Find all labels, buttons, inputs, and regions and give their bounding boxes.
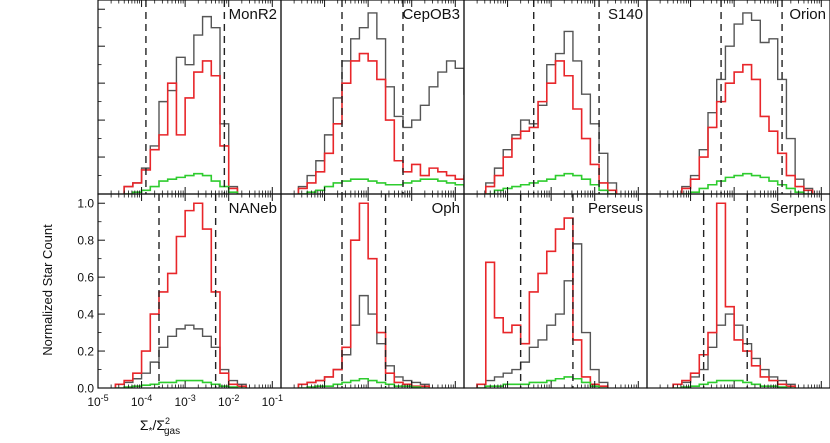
x-tick-label: 10-4 (131, 393, 152, 409)
x-tick-base: 10 (131, 395, 145, 409)
green-histogram-monr2 (124, 172, 239, 194)
x-tick-label: 10-2 (218, 393, 239, 409)
panel-perseus: Perseus (463, 193, 648, 389)
panel-frame (463, 0, 648, 195)
xlabel-slash: / (152, 417, 156, 433)
panel-plot-area (297, 194, 430, 388)
red-histogram-s140 (484, 60, 618, 194)
panel-frame (97, 0, 282, 195)
panel-label-naneb: NANeb (229, 200, 277, 217)
panel-plot-area (123, 0, 239, 194)
red-histogram-monr2 (123, 60, 239, 194)
y-tick-label: 0.0 (77, 382, 94, 396)
panel-monr2: MonR2 (97, 0, 282, 195)
panel-plot-area (681, 0, 814, 194)
xlabel-star-subscript: * (149, 426, 153, 437)
gray-histogram-naneb (114, 324, 247, 388)
panel-cepob3: CepOB3 (280, 0, 465, 195)
gray-histogram-orion (681, 12, 814, 194)
panels-group: MonR2 CepOB3 S140 Orion 0.0 0.2 0.4 0.6 0.8 1.0 NA… (77, 0, 830, 409)
panel-label-orion: Orion (789, 6, 826, 23)
y-tick-label: 0.4 (77, 308, 94, 322)
gray-histogram-oph (297, 294, 430, 388)
green-histogram-naneb (115, 379, 247, 388)
panel-label-oph: Oph (432, 200, 460, 217)
x-tick-label: 10-3 (174, 393, 195, 409)
panel-frame (280, 193, 465, 389)
panel-plot-area (484, 0, 618, 194)
panel-serpens: Serpens (646, 193, 830, 389)
green-histogram-cepob3 (298, 178, 464, 194)
panel-frame (646, 0, 830, 195)
panel-label-perseus: Perseus (588, 200, 643, 217)
panel-orion: Orion (646, 0, 830, 195)
xlabel-sigma-2: Σ (156, 417, 165, 433)
panel-frame (646, 193, 830, 389)
xlabel-sigma: Σ (140, 417, 149, 433)
gray-histogram-s140 (485, 30, 618, 194)
red-histogram-serpens (672, 202, 796, 388)
panel-plot-area (476, 194, 609, 388)
panel-label-monr2: MonR2 (229, 6, 277, 23)
gray-histogram-perseus (476, 243, 609, 388)
panel-plot-area (672, 194, 796, 388)
x-tick-label: 10-1 (262, 393, 283, 409)
red-histogram-cepob3 (297, 52, 464, 194)
x-tick-base: 10 (87, 395, 101, 409)
panel-label-cepob3: CepOB3 (402, 6, 460, 23)
panel-plot-area (297, 0, 464, 194)
y-tick-label: 0.8 (77, 234, 94, 248)
xlabel-square: 2 (165, 416, 170, 426)
red-histogram-naneb (114, 202, 247, 388)
x-axis-label: Σ*/Σ2 gas (140, 416, 180, 437)
y-tick-label: 0.2 (77, 345, 94, 359)
x-tick-exponent: -4 (144, 393, 152, 403)
panel-label-serpens: Serpens (770, 200, 826, 217)
xlabel-gas-subscript: gas (164, 426, 180, 437)
panel-frame (280, 0, 465, 195)
x-tick-base: 10 (218, 395, 232, 409)
x-tick-exponent: -1 (275, 393, 283, 403)
panel-plot-area (114, 194, 247, 388)
panel-frame (97, 193, 282, 389)
gray-histogram-cepob3 (297, 12, 464, 194)
x-tick-exponent: -2 (231, 393, 239, 403)
green-histogram-s140 (485, 172, 617, 194)
panel-oph: Oph (280, 193, 465, 389)
y-tick-label: 0.6 (77, 271, 94, 285)
panel-s140: S140 (463, 0, 648, 195)
panel-frame (463, 193, 648, 389)
red-histogram-oph (297, 202, 430, 388)
x-tick-base: 10 (262, 395, 276, 409)
x-tick-base: 10 (174, 395, 188, 409)
green-histogram-orion (681, 172, 813, 194)
axis-labels-group: Normalized Star Count Σ*/Σ2 gas (40, 224, 180, 437)
panel-label-s140: S140 (608, 6, 643, 23)
x-tick-exponent: -3 (188, 393, 196, 403)
y-axis-label: Normalized Star Count (40, 224, 55, 356)
red-histogram-orion (681, 63, 814, 194)
y-tick-label: 1.0 (77, 197, 94, 211)
x-tick-label: 10-5 (87, 393, 108, 409)
red-histogram-perseus (476, 217, 609, 388)
x-tick-exponent: -5 (101, 393, 109, 403)
